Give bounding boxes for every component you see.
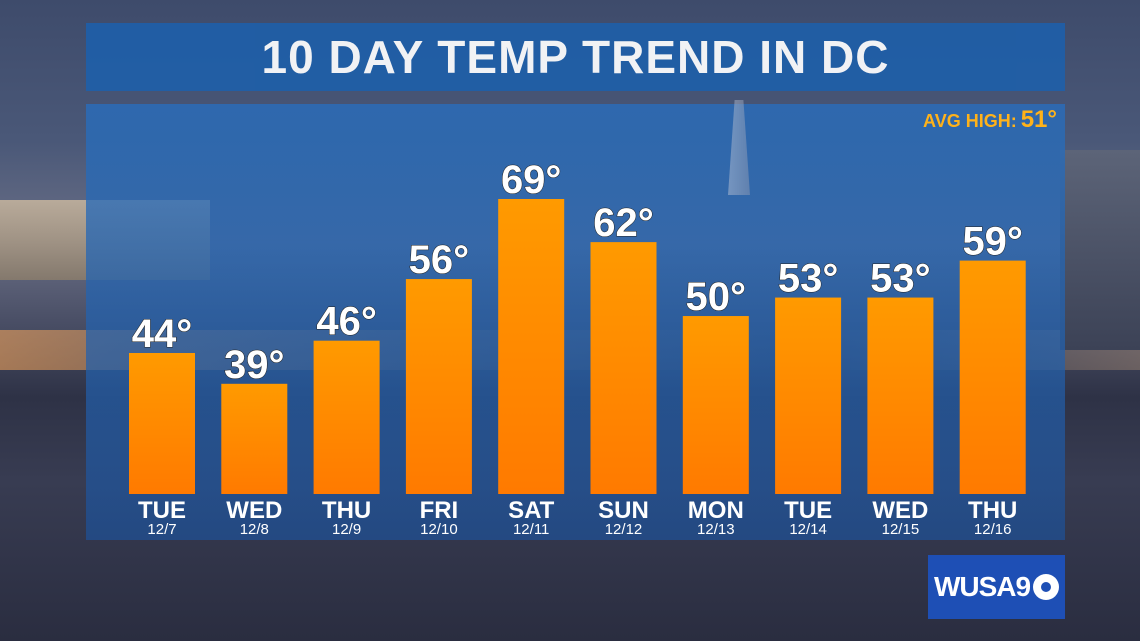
bar-12-11 (498, 199, 565, 494)
date-label: 12/11 (513, 521, 549, 538)
value-label: 46° (316, 300, 377, 344)
value-label: 56° (409, 238, 470, 282)
avg-high-label: AVG HIGH: (923, 111, 1017, 131)
date-label: 12/13 (697, 521, 735, 538)
bar-12-15 (867, 297, 934, 494)
bar-12-7 (129, 353, 195, 494)
day-label: TUE (784, 497, 832, 524)
background-monument (728, 100, 750, 195)
day-label: SAT (508, 497, 555, 524)
day-label: SUN (598, 497, 649, 524)
bar-12-12 (590, 242, 657, 494)
bar-12-10 (405, 279, 472, 494)
day-label: WED (872, 497, 928, 524)
value-label: 59° (962, 220, 1023, 264)
date-label: 12/9 (332, 521, 361, 538)
background-bridge (1060, 150, 1140, 350)
date-label: 12/14 (789, 521, 827, 538)
cbs-eye-icon (1033, 574, 1060, 600)
avg-high-value: 51° (1020, 106, 1057, 133)
bar-12-16 (959, 260, 1026, 494)
day-label: FRI (420, 497, 459, 524)
avg-high: AVG HIGH: 51° (923, 106, 1057, 134)
station-logo: WUSA9 (928, 555, 1065, 619)
date-label: 12/15 (882, 521, 920, 538)
date-label: 12/16 (974, 521, 1012, 538)
bar-12-8 (221, 383, 288, 494)
chart-title: 10 DAY TEMP TREND IN DC (261, 31, 890, 83)
value-label: 62° (593, 201, 654, 245)
date-label: 12/7 (147, 521, 176, 538)
logo-text: WUSA9 (933, 571, 1031, 602)
date-label: 12/12 (605, 521, 643, 538)
value-label: 50° (686, 275, 747, 319)
value-label: 44° (132, 312, 193, 356)
value-label: 39° (224, 343, 285, 387)
bar-12-13 (682, 316, 749, 494)
value-label: 53° (870, 257, 931, 301)
bar-12-14 (775, 297, 842, 494)
title-bar: 10 DAY TEMP TREND IN DC (86, 23, 1065, 91)
day-label: MON (688, 497, 744, 524)
day-label: THU (322, 497, 371, 524)
value-label: 69° (501, 158, 562, 202)
day-label: THU (968, 497, 1017, 524)
day-label: WED (226, 497, 282, 524)
date-label: 12/10 (420, 521, 458, 538)
date-label: 12/8 (240, 521, 269, 538)
day-label: TUE (138, 497, 186, 524)
bar-12-9 (313, 340, 380, 494)
value-label: 53° (778, 257, 839, 301)
